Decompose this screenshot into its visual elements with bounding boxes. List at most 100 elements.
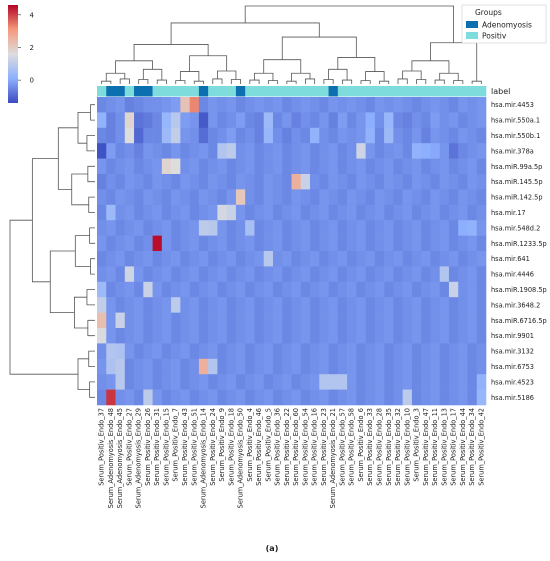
dendrogram-link bbox=[471, 80, 482, 84]
heatmap-cell bbox=[467, 266, 478, 283]
heatmap-cell bbox=[171, 174, 181, 190]
heatmap-cell bbox=[143, 158, 153, 175]
heatmap-cell bbox=[189, 235, 200, 252]
heatmap-cell bbox=[356, 389, 366, 406]
heatmap-cell bbox=[217, 374, 227, 390]
dendrogram-link bbox=[31, 158, 59, 283]
heatmap-cell bbox=[347, 297, 357, 313]
heatmap-cell bbox=[430, 112, 440, 129]
heatmap-cell bbox=[439, 374, 450, 390]
heatmap-cell bbox=[356, 266, 366, 283]
heatmap-cell bbox=[189, 158, 200, 175]
heatmap-cell bbox=[374, 389, 385, 406]
heatmap-cell bbox=[245, 358, 255, 375]
group-annotation-cell bbox=[124, 86, 135, 97]
heatmap-cell bbox=[384, 328, 394, 344]
heatmap-cell bbox=[245, 251, 255, 267]
heatmap-cell bbox=[263, 220, 274, 236]
heatmap-cell bbox=[226, 266, 237, 283]
heatmap-cell bbox=[347, 97, 357, 113]
heatmap-cell bbox=[411, 251, 422, 267]
heatmap-cell bbox=[254, 189, 265, 206]
heatmap-cell bbox=[300, 297, 311, 313]
heatmap-cell bbox=[124, 389, 135, 406]
heatmap-cell bbox=[161, 220, 172, 236]
heatmap-cell bbox=[124, 358, 135, 375]
heatmap-cell bbox=[430, 358, 440, 375]
heatmap-cell bbox=[402, 251, 413, 267]
column-label: Serum_Positiv_Endo_7 bbox=[172, 408, 180, 482]
heatmap-cell bbox=[467, 297, 478, 313]
heatmap-cell bbox=[393, 389, 403, 406]
group-annotation-cell bbox=[337, 86, 348, 97]
dendrogram-link bbox=[263, 59, 302, 74]
heatmap-cell bbox=[171, 281, 181, 298]
heatmap-cell bbox=[458, 266, 468, 283]
heatmap-cell bbox=[180, 328, 190, 344]
heatmap-cell bbox=[161, 312, 172, 329]
heatmap-cell bbox=[411, 220, 422, 236]
heatmap-cell bbox=[217, 97, 227, 113]
heatmap-cell bbox=[374, 189, 385, 206]
heatmap-cell bbox=[393, 297, 403, 313]
colorbar-tick-label: 2 bbox=[30, 44, 34, 52]
heatmap-cell bbox=[448, 235, 459, 252]
heatmap-cell bbox=[97, 189, 107, 206]
heatmap-cell bbox=[124, 251, 135, 267]
heatmap-cell bbox=[263, 174, 274, 190]
heatmap-cell bbox=[282, 97, 292, 113]
dendrogram-link bbox=[105, 72, 126, 82]
heatmap-cell bbox=[421, 312, 431, 329]
heatmap-cell bbox=[291, 358, 302, 375]
dendrogram-link bbox=[244, 5, 454, 43]
heatmap-cell bbox=[430, 389, 440, 406]
group-annotation-cell bbox=[106, 86, 116, 97]
heatmap-cell bbox=[245, 158, 255, 175]
group-annotation-cell bbox=[208, 86, 218, 97]
column-label: Serum_Positiv_Endo_57 bbox=[338, 408, 346, 486]
heatmap-cell bbox=[467, 374, 478, 390]
heatmap-cell bbox=[272, 281, 283, 298]
heatmap-cell bbox=[152, 389, 163, 406]
heatmap-cell bbox=[198, 158, 209, 175]
heatmap-cell bbox=[143, 189, 153, 206]
heatmap-cell bbox=[171, 127, 181, 144]
heatmap-cell bbox=[282, 358, 292, 375]
heatmap-cell bbox=[411, 97, 422, 113]
heatmap-cell bbox=[365, 158, 376, 175]
heatmap-cell bbox=[476, 127, 487, 144]
heatmap-cell bbox=[235, 112, 246, 129]
legend-swatch-adenomyosis bbox=[466, 21, 478, 28]
heatmap-cell bbox=[319, 220, 329, 236]
group-annotation-cell bbox=[97, 86, 107, 97]
heatmap-cell bbox=[439, 389, 450, 406]
heatmap-cell bbox=[263, 389, 274, 406]
heatmap-cell bbox=[402, 97, 413, 113]
heatmap-cell bbox=[328, 189, 339, 206]
heatmap-cell bbox=[356, 112, 366, 129]
group-annotation-cell bbox=[235, 86, 246, 97]
heatmap-cell bbox=[300, 127, 311, 144]
heatmap-cell bbox=[328, 97, 339, 113]
heatmap-cell bbox=[365, 297, 376, 313]
heatmap-cell bbox=[272, 174, 283, 190]
heatmap-cell bbox=[152, 127, 163, 144]
heatmap-cell bbox=[319, 112, 329, 129]
heatmap-cell bbox=[198, 358, 209, 375]
heatmap-cell bbox=[347, 343, 357, 360]
heatmap-cell bbox=[180, 204, 190, 221]
group-annotation-cell bbox=[217, 86, 227, 97]
heatmap-cell bbox=[337, 189, 348, 206]
heatmap-cell bbox=[217, 266, 227, 283]
heatmap-cell bbox=[411, 143, 422, 159]
heatmap-cell bbox=[384, 174, 394, 190]
heatmap-cell bbox=[384, 235, 394, 252]
heatmap-cell bbox=[226, 189, 237, 206]
heatmap-cell bbox=[115, 281, 126, 298]
heatmap-cell bbox=[458, 343, 468, 360]
heatmap-cell bbox=[143, 251, 153, 267]
heatmap-cell bbox=[384, 343, 394, 360]
colorbar-gradient bbox=[8, 5, 18, 103]
heatmap-cell bbox=[143, 204, 153, 221]
colorbar: 4 2 0 bbox=[8, 5, 35, 103]
